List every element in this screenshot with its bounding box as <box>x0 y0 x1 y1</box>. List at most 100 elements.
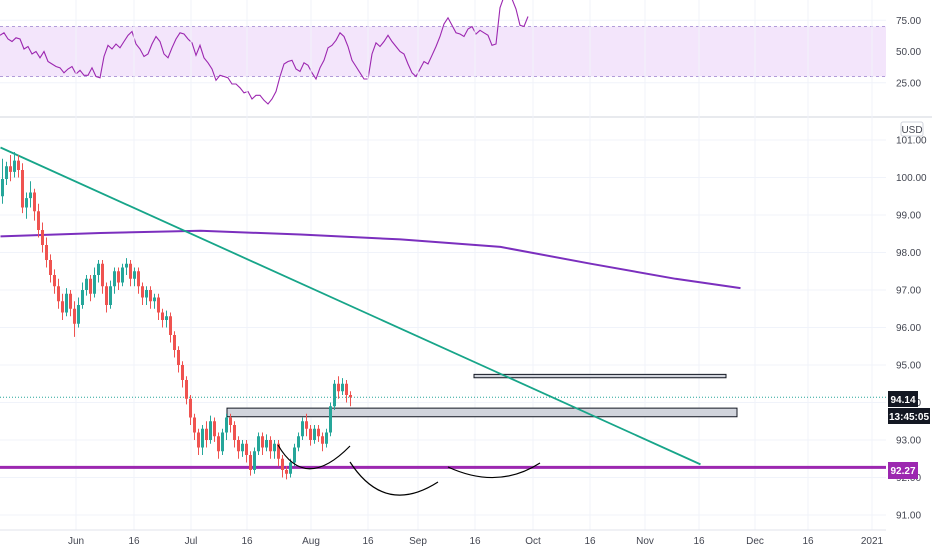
candle-body <box>177 350 180 365</box>
right-shoulder-arc[interactable] <box>447 462 541 479</box>
head-arc[interactable] <box>349 461 439 496</box>
oscillator-band <box>0 26 886 77</box>
oscillator-line <box>0 0 529 105</box>
candle-body <box>253 451 256 470</box>
oscillator-tick-label: 50.00 <box>896 47 921 58</box>
time-tick-label: 2021 <box>861 536 884 547</box>
candle-body <box>133 271 136 279</box>
candle-body <box>265 440 268 448</box>
last-price-badge <box>888 391 918 407</box>
price-grid <box>0 0 886 530</box>
candle-body <box>285 470 288 474</box>
left-shoulder-arc[interactable] <box>277 444 351 470</box>
time-tick-label: 16 <box>128 536 140 547</box>
candle-body <box>197 432 200 448</box>
candle-body <box>225 417 228 433</box>
time-tick-label: Nov <box>636 536 654 547</box>
candle-body <box>213 421 216 437</box>
support-price-badge-label: 92.27 <box>890 466 915 477</box>
candle-body <box>321 436 324 444</box>
candle-body <box>137 271 140 287</box>
candle-body <box>277 443 280 459</box>
candle-body <box>333 383 336 407</box>
candle-body <box>113 271 116 287</box>
candle-body <box>317 428 320 437</box>
candle-body <box>345 383 348 395</box>
candle-body <box>241 443 244 452</box>
price-axis[interactable]: USD 101.00 100.00 99.00 98.00 97.00 96.00 95.0… <box>886 119 932 530</box>
candle-body <box>145 290 148 298</box>
candle-body <box>257 436 260 452</box>
candle-body <box>41 230 44 245</box>
candle-body <box>181 365 184 380</box>
candle-body <box>117 271 120 283</box>
candle-body <box>289 462 292 474</box>
candle-body <box>161 312 164 320</box>
candle-body <box>89 278 92 294</box>
time-tick-label: 16 <box>469 536 481 547</box>
price-tick-label: 98.00 <box>896 248 921 259</box>
candle-body <box>21 170 24 208</box>
currency-label: USD <box>901 125 922 136</box>
candle-body <box>165 316 168 320</box>
price-tick-label: 101.00 <box>896 136 927 147</box>
candle-body <box>169 316 172 335</box>
price-tick-label: 100.00 <box>896 173 927 184</box>
time-tick-label: Jun <box>68 536 84 547</box>
oscillator-y-axis: 75.00 50.00 25.00 <box>896 16 921 90</box>
candle-body <box>45 245 48 260</box>
candlesticks <box>1 152 352 480</box>
candle-body <box>325 432 328 444</box>
candle-body <box>249 455 252 470</box>
candle-body <box>5 166 8 179</box>
candle-body <box>341 383 344 392</box>
candle-body <box>37 211 40 230</box>
oscillator-tick-label: 25.00 <box>896 78 921 89</box>
price-axis-bg <box>886 119 932 530</box>
candle-body <box>189 398 192 418</box>
candle-body <box>121 267 124 283</box>
candle-body <box>141 286 144 298</box>
candle-body <box>349 395 352 398</box>
pattern-arcs[interactable] <box>277 444 541 496</box>
candle-body <box>313 428 316 440</box>
candle-body <box>77 305 80 324</box>
price-tick-label: 99.00 <box>896 211 921 222</box>
candle-body <box>61 301 64 313</box>
time-tick-label: 16 <box>584 536 596 547</box>
time-tick-label: Aug <box>302 536 320 547</box>
candle-body <box>293 447 296 463</box>
time-axis[interactable]: Jun 16 Jul 16 Aug 16 Sep 16 Oct 16 Nov 16 Dec 16 2021 <box>68 536 884 547</box>
candle-body <box>245 443 248 455</box>
candle-body <box>233 425 236 440</box>
candle-body <box>309 428 312 440</box>
price-tick-label: 96.00 <box>896 323 921 334</box>
last-price-badge-label: 94.14 <box>890 395 915 406</box>
candle-body <box>13 160 16 172</box>
candle-body <box>193 417 196 433</box>
candle-body <box>9 166 12 172</box>
candle-body <box>109 286 112 305</box>
support-price-badge <box>888 462 918 479</box>
candle-body <box>297 436 300 448</box>
resistance-zone[interactable] <box>226 407 738 418</box>
candle-body <box>125 263 128 268</box>
time-tick-label: 16 <box>693 536 705 547</box>
candle-body <box>97 263 100 275</box>
price-tick-label: 93.00 <box>896 436 921 447</box>
currency-box[interactable] <box>900 121 924 137</box>
candle-body <box>281 458 284 470</box>
time-tick-label: 16 <box>362 536 374 547</box>
resistance-zones[interactable] <box>226 373 738 418</box>
resistance-zone[interactable] <box>473 373 727 379</box>
candle-body <box>209 421 212 440</box>
candle-body <box>157 297 160 313</box>
time-tick-label: Oct <box>525 536 541 547</box>
candle-body <box>49 260 52 275</box>
candle-body <box>305 421 308 429</box>
candle-body <box>93 275 96 294</box>
countdown-badge-label: 13:45:05 <box>889 412 929 423</box>
descending-trendline[interactable] <box>0 146 701 466</box>
